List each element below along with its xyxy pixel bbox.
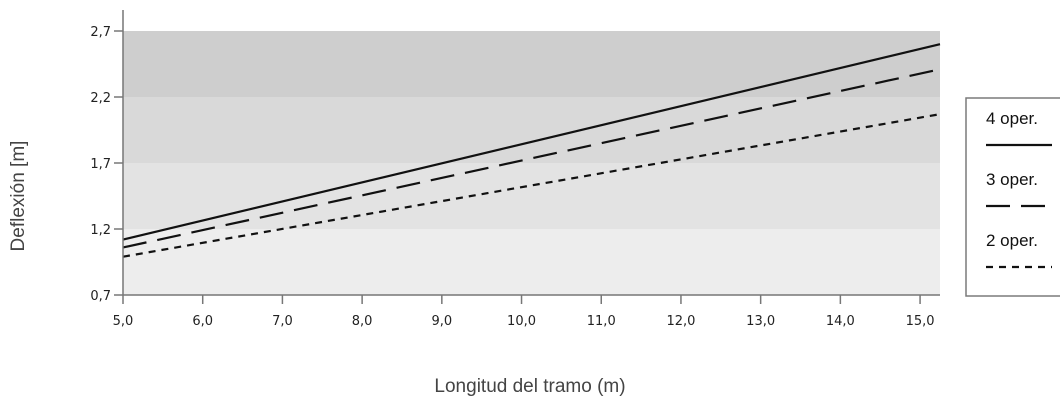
band-2 [123, 97, 940, 163]
y-tick-label-2: 1,7 [90, 157, 111, 172]
y-tick-label-0: 0,7 [90, 289, 111, 304]
series-line-1 [122, 43, 941, 241]
band-0 [123, 229, 940, 295]
x-tick-label-2: 7,0 [272, 314, 293, 329]
legend-box [965, 97, 1060, 297]
y-tick-label-4: 2,7 [90, 25, 111, 40]
x-tick-label-7: 12,0 [666, 314, 695, 329]
x-tick-label-8: 13,0 [746, 314, 775, 329]
legend-label-2: 3 oper. [986, 170, 1038, 189]
x-tick-label-4: 9,0 [431, 314, 452, 329]
band-3 [123, 31, 940, 97]
legend-label-3: 2 oper. [986, 231, 1038, 250]
y-axis-title: Deflexión [m] [8, 141, 29, 252]
legend-label-1: 4 oper. [986, 109, 1038, 128]
x-tick-label-0: 5,0 [113, 314, 134, 329]
y-tick-label-1: 1,2 [90, 223, 111, 238]
series-lines [122, 43, 941, 258]
x-tick-label-9: 14,0 [826, 314, 855, 329]
x-tick-label-5: 10,0 [507, 314, 536, 329]
x-tick-label-10: 15,0 [906, 314, 935, 329]
axes [122, 10, 940, 296]
x-axis-title: Longitud del tramo (m) [434, 376, 625, 397]
x-tick-label-6: 11,0 [587, 314, 616, 329]
x-tick-label-1: 6,0 [192, 314, 213, 329]
series-line-3 [122, 113, 941, 258]
y-tick-label-3: 2,2 [90, 91, 111, 106]
x-ticks: 5,0 6,0 7,0 8,0 9,0 10,0 11,0 12,0 13,0 14,0 15,0 [113, 295, 935, 329]
background-bands [123, 31, 940, 295]
band-1 [123, 163, 940, 229]
x-tick-label-3: 8,0 [352, 314, 373, 329]
legend: 4 oper. 3 oper. 2 oper. [965, 97, 1060, 297]
y-ticks: 0,7 1,2 1,7 2,2 2,7 [90, 25, 123, 304]
